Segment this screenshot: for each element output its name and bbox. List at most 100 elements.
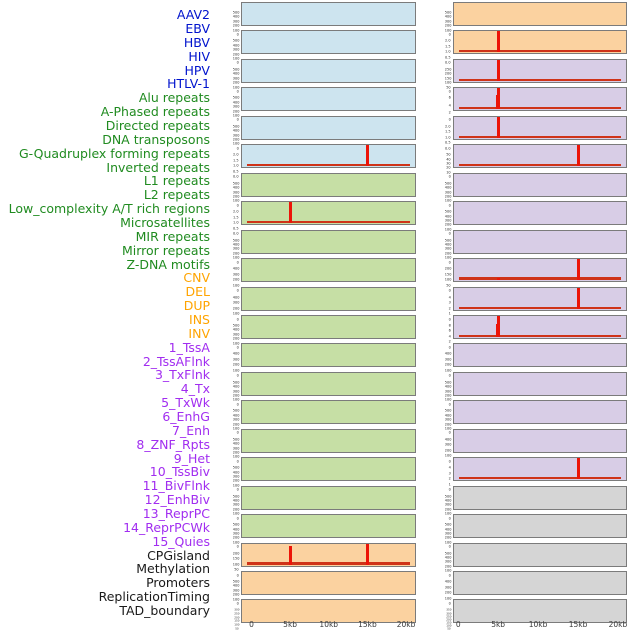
y-axis-tick: 500 bbox=[425, 0, 451, 14]
y-axis-tick-value: 300 bbox=[445, 611, 451, 615]
y-axis-tick: 400 bbox=[213, 516, 239, 530]
y-axis-tick-value: 200 bbox=[233, 615, 239, 620]
y-axis-tick-value: 400 bbox=[444, 527, 451, 532]
y-axis-tick: 300 bbox=[213, 93, 239, 108]
y-axis-tick: 400 bbox=[213, 3, 239, 18]
y-axis-tick: 50 bbox=[425, 141, 451, 156]
y-axis-tick: 2.0 bbox=[425, 27, 451, 42]
track-label-replicationtiming: ReplicationTiming bbox=[98, 589, 210, 605]
baseline bbox=[459, 78, 621, 81]
y-axis-tick: 500 bbox=[213, 369, 239, 384]
y-axis-tick: 0 bbox=[213, 476, 239, 491]
track-panel-tad-boundary bbox=[453, 599, 627, 624]
y-axis-tick: 200 bbox=[425, 240, 451, 255]
y-axis-tick: 0.0 bbox=[213, 163, 239, 178]
track-label-5-txwk: 5_TxWk bbox=[161, 395, 210, 411]
y-axis-tick: 4 bbox=[425, 92, 451, 107]
y-axis-tick: 250 bbox=[425, 603, 451, 618]
y-axis-tick-value: 0.5 bbox=[445, 140, 451, 146]
y-axis-tick: 300 bbox=[213, 406, 239, 421]
y-axis-tick-value: 2 bbox=[448, 306, 451, 311]
y-axis-tick: 300 bbox=[213, 261, 239, 276]
y-axis-tick: 500 bbox=[213, 227, 239, 242]
y-axis-tick-value: 0 bbox=[236, 317, 239, 322]
y-axis-tick-value: 300 bbox=[232, 104, 239, 109]
track-label-12-enhbiv: 12_EnhBiv bbox=[144, 492, 210, 508]
track-panel-cpgisland bbox=[453, 485, 627, 510]
y-axis-tick: 2 bbox=[425, 465, 451, 480]
track-panel-del bbox=[241, 571, 416, 595]
y-axis-tick-value: 200 bbox=[232, 251, 239, 256]
y-axis-tick: 500 bbox=[213, 312, 239, 327]
y-axis-tick-value: 500 bbox=[232, 10, 239, 15]
y-axis-tick-value: 300 bbox=[232, 190, 239, 195]
y-axis-tick-value: 0 bbox=[236, 146, 239, 151]
y-axis-tick: 0 bbox=[213, 306, 239, 320]
track-panel-ins bbox=[453, 2, 627, 26]
y-axis-tick: 400 bbox=[213, 373, 239, 388]
y-axis-tick: 100 bbox=[425, 557, 451, 572]
y-axis-tick: 1.0 bbox=[213, 152, 239, 167]
y-axis-tick: 0 bbox=[213, 21, 239, 36]
y-axis-tick: 50 bbox=[213, 615, 239, 630]
y-axis-tick: 0 bbox=[213, 562, 239, 577]
y-axis-tick: 300 bbox=[425, 600, 451, 615]
y-axis-tick-value: 20 bbox=[446, 166, 451, 171]
y-axis-tick-value: 400 bbox=[444, 384, 451, 389]
y-axis-tick-value: 100 bbox=[232, 283, 239, 288]
y-axis-tick: 200 bbox=[213, 604, 239, 619]
density-spike bbox=[496, 88, 500, 110]
y-axis-tick-value: 1 bbox=[448, 482, 451, 487]
y-axis-tick-value: 200 bbox=[232, 336, 239, 341]
y-axis-tick-value: 200 bbox=[232, 52, 239, 57]
y-axis-tick: 100 bbox=[425, 266, 451, 281]
track-panel-11-bivflnk bbox=[453, 343, 627, 368]
y-axis-tick-value: 200 bbox=[232, 277, 239, 282]
y-axis-tick: 100 bbox=[213, 17, 239, 32]
y-axis-tick: 0 bbox=[425, 505, 451, 520]
track-panel-14-reprpcwk bbox=[453, 428, 627, 453]
y-axis-tick: 500 bbox=[213, 568, 239, 583]
y-axis-tick-value: 300 bbox=[232, 531, 239, 536]
y-axis-tick: 0 bbox=[425, 476, 451, 491]
y-axis-tick-value: 100 bbox=[444, 255, 451, 260]
y-axis-tick-value: 500 bbox=[232, 465, 239, 470]
y-axis-tick: 200 bbox=[213, 126, 239, 141]
y-axis-tick-value: 500 bbox=[232, 67, 239, 72]
y-axis-tick-value: 0 bbox=[448, 288, 451, 293]
y-axis-tick: 100 bbox=[425, 529, 451, 544]
y-axis-tick-value: 100 bbox=[232, 198, 239, 204]
x-axis-tick-label: 10kb bbox=[528, 620, 548, 629]
y-axis-tick-value: 200 bbox=[444, 422, 451, 427]
track-label-a-phased-repeats: A-Phased repeats bbox=[100, 104, 210, 120]
track-label-hbv: HBV bbox=[183, 34, 210, 50]
y-axis-tick: 1 bbox=[425, 471, 451, 486]
y-axis-tick: 2.0 bbox=[425, 113, 451, 128]
y-axis-tick-value: 300 bbox=[232, 247, 239, 252]
y-axis-tick: 300 bbox=[425, 491, 451, 506]
y-axis-tick: 400 bbox=[213, 340, 239, 355]
y-axis-tick-value: 400 bbox=[232, 15, 239, 20]
y-axis-tick-value: 400 bbox=[232, 128, 239, 133]
track-panel-l2-repeats bbox=[241, 371, 416, 396]
y-axis-tick: 100 bbox=[213, 551, 239, 566]
y-axis-tick: 300 bbox=[213, 36, 239, 51]
y-axis-tick-value: 0 bbox=[236, 459, 239, 464]
y-axis-tick: 300 bbox=[213, 321, 239, 336]
y-axis-tick-value: 0 bbox=[448, 231, 451, 236]
track-label-9-het: 9_Het bbox=[173, 450, 210, 466]
track-label-cnv: CNV bbox=[183, 270, 210, 286]
y-axis-tick: 300 bbox=[425, 406, 451, 421]
y-axis-tick-value: 100 bbox=[444, 540, 451, 545]
y-axis-tick: 200 bbox=[213, 540, 239, 555]
baseline bbox=[459, 164, 621, 167]
y-axis-tick-value: 100 bbox=[232, 562, 239, 567]
y-axis-tick: 100 bbox=[213, 272, 239, 287]
y-axis-tick-value: 0 bbox=[236, 430, 239, 436]
y-axis-tick: 200 bbox=[425, 183, 451, 198]
y-axis-tick-value: 500 bbox=[444, 380, 451, 385]
track-label-2-tssaflnk: 2_TssAFlnk bbox=[142, 353, 210, 369]
track-label-inverted-repeats: Inverted repeats bbox=[106, 159, 210, 175]
y-axis-tick-value: 300 bbox=[232, 47, 239, 52]
y-axis-tick: 500 bbox=[213, 27, 239, 42]
